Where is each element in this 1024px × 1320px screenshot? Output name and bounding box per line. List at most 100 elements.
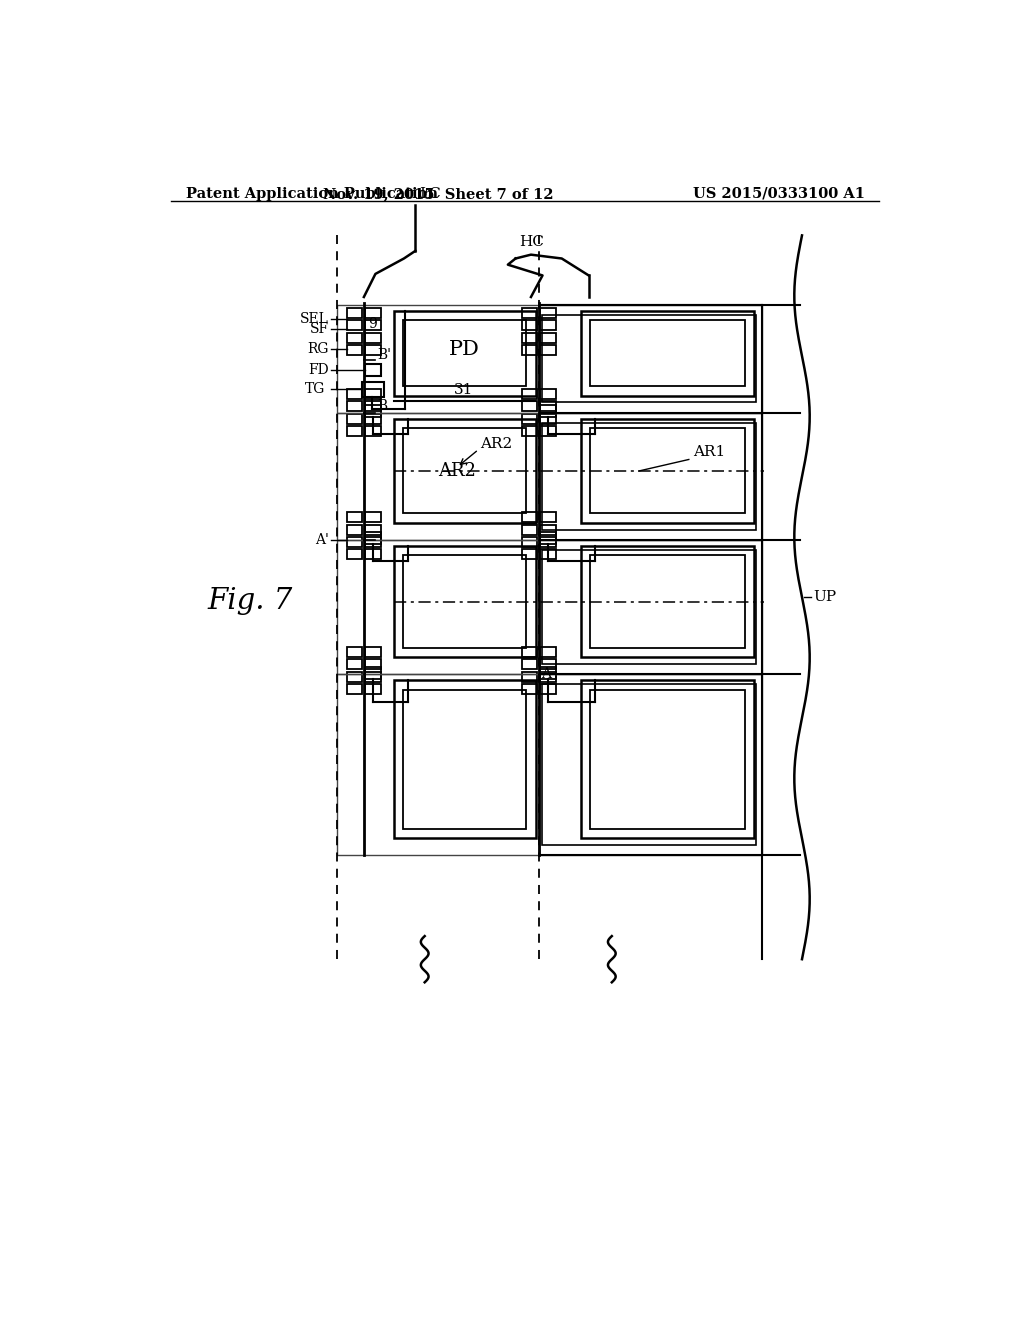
Bar <box>366 389 381 399</box>
Bar <box>541 647 556 657</box>
Bar <box>541 537 556 546</box>
Bar <box>541 333 556 343</box>
Bar <box>366 426 381 436</box>
Bar <box>347 321 362 330</box>
Bar <box>521 684 538 694</box>
Bar <box>541 672 556 681</box>
Bar <box>541 401 556 412</box>
Text: SF: SF <box>310 322 330 337</box>
Bar <box>347 684 362 694</box>
Text: RG: RG <box>308 342 330 356</box>
Bar <box>521 659 538 669</box>
Bar <box>541 667 556 678</box>
Bar <box>337 675 539 855</box>
Text: A': A' <box>315 532 330 546</box>
Bar <box>590 689 745 829</box>
Bar <box>366 667 381 678</box>
Bar <box>337 540 539 675</box>
Bar <box>541 389 556 399</box>
Bar <box>539 413 762 540</box>
Bar <box>521 426 538 436</box>
Bar <box>521 321 538 330</box>
Bar <box>521 672 538 681</box>
Bar <box>542 422 756 529</box>
Bar <box>366 549 381 560</box>
Bar <box>347 389 362 399</box>
Bar <box>521 537 538 546</box>
Bar <box>581 418 755 523</box>
Bar <box>539 305 762 412</box>
Bar <box>541 524 556 535</box>
Bar <box>590 321 745 387</box>
Bar <box>366 647 381 657</box>
Bar <box>542 549 756 664</box>
Bar <box>362 381 384 397</box>
Bar <box>539 675 762 855</box>
Bar <box>581 312 755 396</box>
Text: Patent Application Publication: Patent Application Publication <box>186 187 438 201</box>
Bar <box>541 659 556 669</box>
Bar <box>366 308 381 318</box>
Bar <box>541 532 556 544</box>
Bar <box>366 659 381 669</box>
Bar <box>521 333 538 343</box>
Text: 31: 31 <box>455 383 474 397</box>
Bar <box>590 428 745 513</box>
Bar <box>394 418 536 523</box>
Text: TG: TG <box>305 383 326 396</box>
Text: FD: FD <box>308 363 330 378</box>
Bar <box>366 524 381 535</box>
Text: AR2: AR2 <box>438 462 476 479</box>
Bar <box>347 524 362 535</box>
Bar <box>366 672 381 681</box>
Bar <box>366 512 381 523</box>
Bar <box>521 647 538 657</box>
Bar <box>347 659 362 669</box>
Bar <box>521 401 538 412</box>
Bar <box>394 312 536 396</box>
Bar <box>521 549 538 560</box>
Bar <box>541 345 556 355</box>
Text: Nov. 19, 2015  Sheet 7 of 12: Nov. 19, 2015 Sheet 7 of 12 <box>324 187 554 201</box>
Bar <box>542 684 756 845</box>
Text: 9: 9 <box>368 317 377 331</box>
Bar <box>541 321 556 330</box>
Bar <box>521 389 538 399</box>
Bar <box>347 549 362 560</box>
Bar <box>337 305 539 412</box>
Bar <box>539 540 762 675</box>
Bar <box>581 681 755 838</box>
Bar <box>403 554 526 648</box>
Bar <box>541 308 556 318</box>
Text: Fig. 7: Fig. 7 <box>208 587 293 615</box>
Bar <box>337 413 539 540</box>
Bar <box>366 537 381 546</box>
Text: SEL: SEL <box>300 312 330 326</box>
Bar <box>347 426 362 436</box>
Bar <box>394 681 536 838</box>
Bar <box>403 321 526 387</box>
Bar <box>347 512 362 523</box>
Bar <box>347 333 362 343</box>
Bar <box>366 321 381 330</box>
Text: UP: UP <box>813 590 837 605</box>
Bar <box>366 401 381 412</box>
Bar <box>541 426 556 436</box>
Bar <box>590 554 745 648</box>
Bar <box>394 545 536 657</box>
Bar <box>521 345 538 355</box>
Text: US 2015/0333100 A1: US 2015/0333100 A1 <box>692 187 864 201</box>
Bar <box>366 532 381 544</box>
Bar <box>347 413 362 424</box>
Bar <box>541 405 556 417</box>
Bar <box>347 537 362 546</box>
Bar <box>541 512 556 523</box>
Bar <box>521 413 538 424</box>
Bar <box>521 512 538 523</box>
Bar <box>521 524 538 535</box>
Bar <box>366 405 381 417</box>
Bar <box>542 314 756 403</box>
Bar <box>403 428 526 513</box>
Bar <box>347 345 362 355</box>
Bar <box>347 308 362 318</box>
